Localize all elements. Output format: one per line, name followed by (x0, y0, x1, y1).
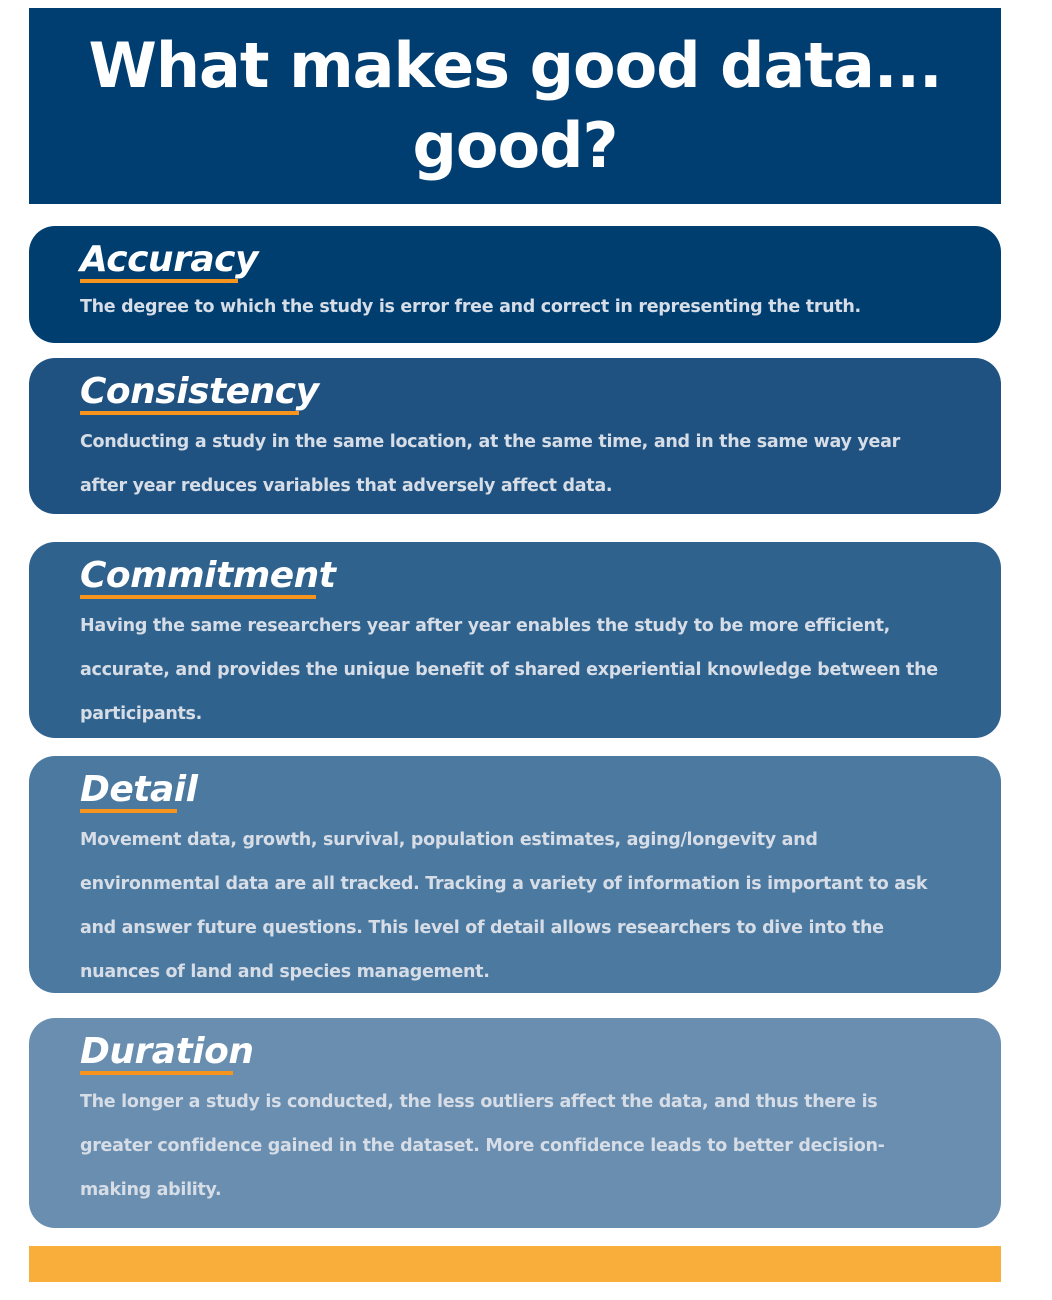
section-heading: Accuracy (80, 239, 258, 283)
footer-accent-bar (29, 1246, 1001, 1282)
section-text: Conducting a study in the same location,… (80, 432, 900, 496)
section-text: Movement data, growth, survival, populat… (80, 830, 928, 982)
section-heading: Commitment (80, 555, 336, 599)
section-text: The degree to which the study is error f… (80, 297, 861, 317)
section-text: Having the same researchers year after y… (80, 616, 938, 724)
section-heading: Detail (80, 769, 198, 813)
section-text: The longer a study is conducted, the les… (80, 1092, 885, 1200)
section-consistency: Consistency Conducting a study in the sa… (29, 358, 1001, 514)
title-banner: What makes good data... good? (29, 8, 1001, 204)
section-accuracy: Accuracy The degree to which the study i… (29, 226, 1001, 343)
section-detail: Detail Movement data, growth, survival, … (29, 756, 1001, 993)
section-heading: Consistency (80, 371, 319, 415)
page-title: What makes good data... good? (88, 29, 942, 182)
section-heading: Duration (80, 1031, 254, 1075)
section-commitment: Commitment Having the same researchers y… (29, 542, 1001, 738)
section-duration: Duration The longer a study is conducted… (29, 1018, 1001, 1228)
